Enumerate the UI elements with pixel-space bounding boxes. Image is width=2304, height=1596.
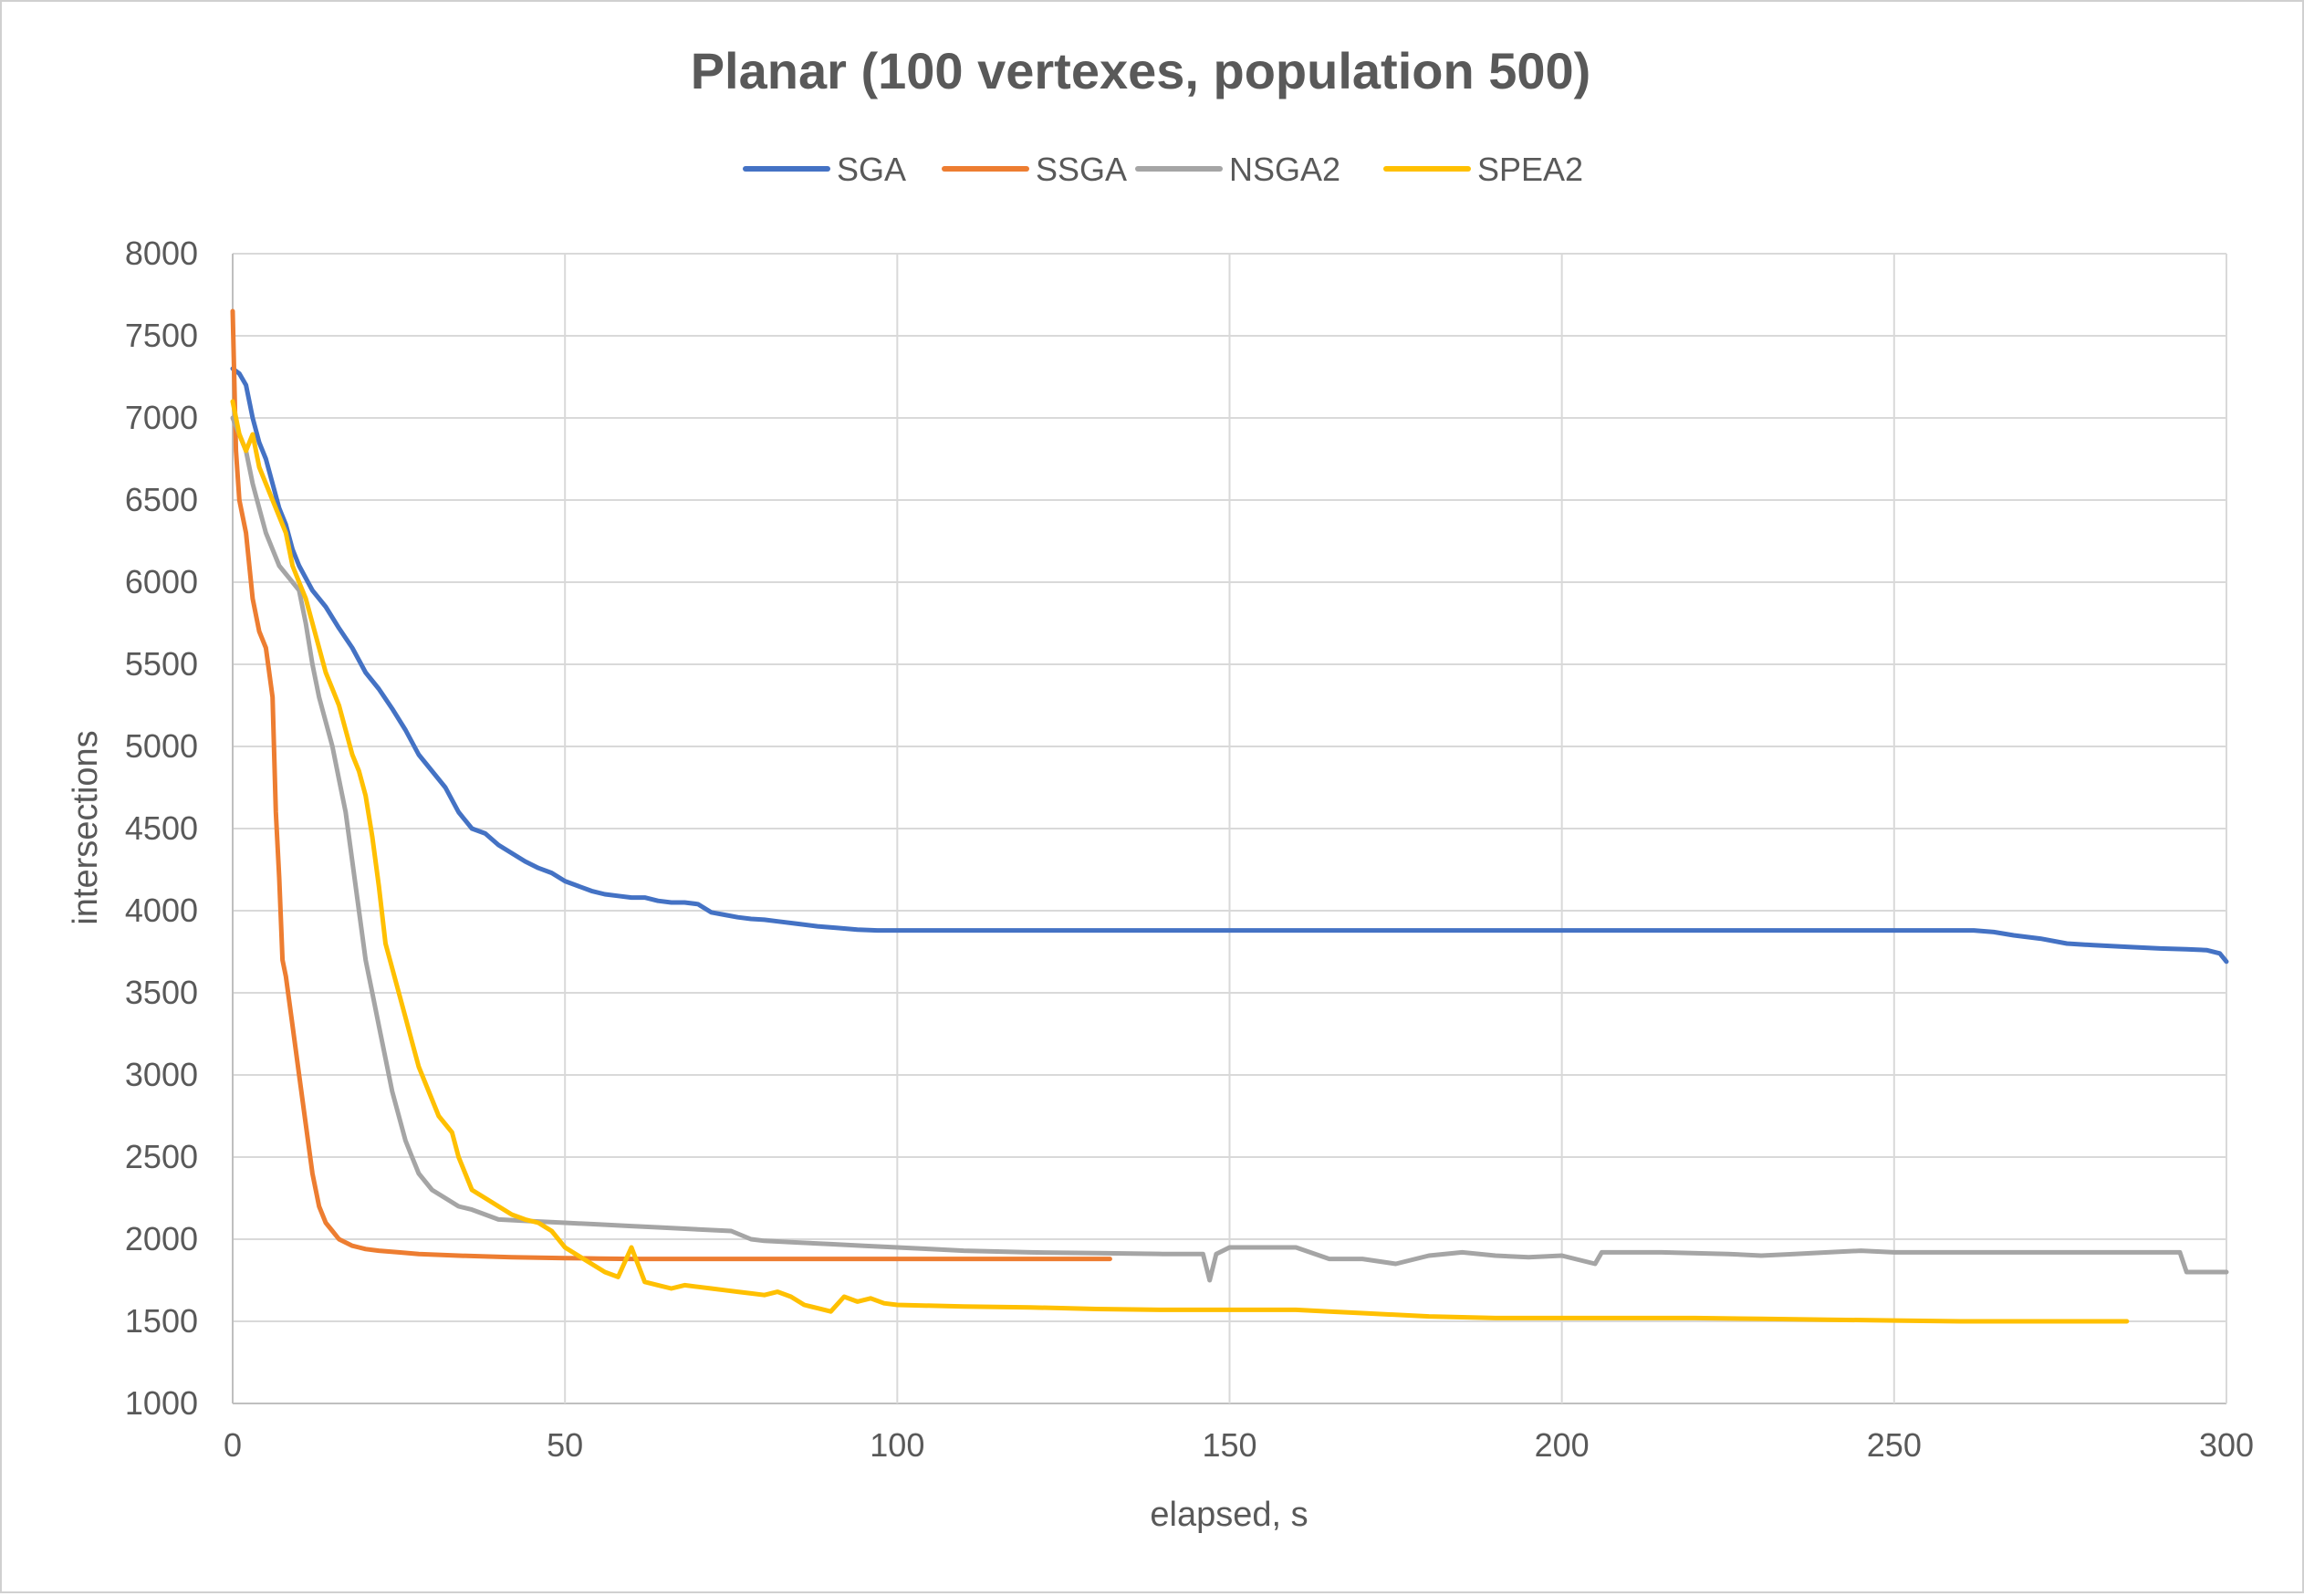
y-tick-label: 1500 bbox=[125, 1302, 198, 1340]
y-tick-label: 3000 bbox=[125, 1056, 198, 1093]
gridlines bbox=[232, 253, 2227, 1404]
series-line-ssga bbox=[230, 308, 1112, 1262]
y-tick-label: 1000 bbox=[125, 1384, 198, 1422]
x-tick-label: 0 bbox=[224, 1426, 242, 1464]
y-tick-label: 7500 bbox=[125, 317, 198, 354]
y-tick-label: 8000 bbox=[125, 235, 198, 272]
y-tick-label: 7000 bbox=[125, 399, 198, 436]
y-tick-label: 5500 bbox=[125, 645, 198, 683]
y-tick-label: 5000 bbox=[125, 727, 198, 765]
series-line-nsga2 bbox=[230, 415, 2229, 1283]
y-axis-ticks: 1000 1500 2000 2500 3000 3500 4000 4500 5000 5500… bbox=[125, 235, 198, 1422]
x-tick-label: 50 bbox=[547, 1426, 583, 1464]
x-axis-ticks: 0 50 100 150 200 250 300 bbox=[224, 1426, 2254, 1464]
legend-label-spea2: SPEA2 bbox=[1477, 151, 1583, 188]
legend-label-ssga: SSGA bbox=[1036, 151, 1127, 188]
y-tick-label: 3500 bbox=[125, 974, 198, 1011]
x-axis-title: elapsed, s bbox=[1150, 1496, 1308, 1534]
y-axis-title: intersections bbox=[67, 730, 105, 924]
legend-label-nsga2: NSGA2 bbox=[1229, 151, 1340, 188]
x-tick-label: 150 bbox=[1202, 1426, 1256, 1464]
y-tick-label: 2000 bbox=[125, 1220, 198, 1257]
x-tick-label: 300 bbox=[2199, 1426, 2254, 1464]
series-line-sga bbox=[230, 366, 2229, 965]
series-line-spea2 bbox=[230, 399, 2130, 1324]
x-tick-label: 200 bbox=[1535, 1426, 1590, 1464]
y-tick-label: 6000 bbox=[125, 563, 198, 600]
y-tick-label: 2500 bbox=[125, 1138, 198, 1175]
x-tick-label: 100 bbox=[870, 1426, 924, 1464]
y-tick-label: 4500 bbox=[125, 809, 198, 847]
y-tick-label: 6500 bbox=[125, 481, 198, 518]
legend: SGA SSGA NSGA2 SPEA2 bbox=[743, 151, 1583, 188]
chart-title: Planar (100 vertexes, population 500) bbox=[691, 42, 1591, 99]
y-tick-label: 4000 bbox=[125, 892, 198, 929]
series-lines bbox=[230, 308, 2229, 1324]
legend-label-sga: SGA bbox=[837, 151, 906, 188]
x-tick-label: 250 bbox=[1867, 1426, 1922, 1464]
